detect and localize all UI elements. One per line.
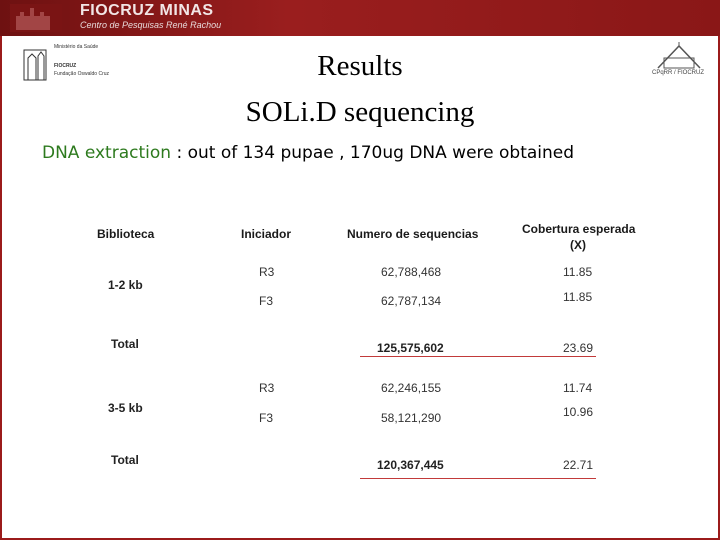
primer-cell: R3 <box>259 265 275 279</box>
header-cobertura-unit: (X) <box>570 238 586 252</box>
primer-cell: F3 <box>259 294 274 308</box>
banner-subtitle: Centro de Pesquisas René Rachou <box>80 20 222 30</box>
total-label: Total <box>111 337 139 351</box>
intro-text: DNA extraction : out of 134 pupae , 170u… <box>42 143 574 163</box>
slide-subtitle: SOLi.D sequencing <box>245 96 475 128</box>
fiocruz-castle-icon <box>10 4 62 32</box>
coverage-cell: 10.96 <box>563 405 594 419</box>
fiocruz-building-icon <box>23 49 47 81</box>
primer-cell: F3 <box>259 411 274 425</box>
total-count: 120,367,445 <box>377 458 444 472</box>
slide-title: Results <box>317 50 403 82</box>
group-label: 1-2 kb <box>108 278 143 292</box>
group-label: 3-5 kb <box>108 401 143 415</box>
header-iniciador: Iniciador <box>241 227 292 241</box>
header-biblioteca: Biblioteca <box>97 227 155 241</box>
intro-rest: : out of 134 pupae , 170ug DNA were obta… <box>171 143 575 163</box>
total-count: 125,575,602 <box>377 341 444 355</box>
ministry-text: Ministério da Saúde <box>54 44 99 50</box>
total-rule <box>360 356 596 357</box>
header-cobertura: Cobertura esperada <box>522 222 636 236</box>
count-cell: 62,246,155 <box>381 381 442 395</box>
cpqrr-text: CPqRR / FIOCRUZ <box>652 70 705 76</box>
count-cell: 62,788,468 <box>381 265 442 279</box>
coverage-cell: 11.85 <box>563 290 593 304</box>
total-coverage: 22.71 <box>563 458 594 472</box>
fiocruz-text: FIOCRUZ <box>54 63 77 69</box>
cpqrr-building-icon <box>657 42 701 69</box>
count-cell: 62,787,134 <box>381 294 442 308</box>
total-label: Total <box>111 453 139 467</box>
header-numero: Numero de sequencias <box>347 227 479 241</box>
primer-cell: R3 <box>259 381 275 395</box>
coverage-cell: 11.74 <box>563 381 593 395</box>
intro-highlight: DNA extraction <box>42 143 172 163</box>
foundation-text: Fundação Oswaldo Cruz <box>54 71 110 77</box>
coverage-cell: 11.85 <box>563 265 593 279</box>
count-cell: 58,121,290 <box>381 411 442 425</box>
total-rule <box>360 478 596 479</box>
total-coverage: 23.69 <box>563 341 594 355</box>
banner-title: FIOCRUZ MINAS <box>80 2 214 19</box>
header-banner: FIOCRUZ MINAS Centro de Pesquisas René R… <box>0 0 720 36</box>
